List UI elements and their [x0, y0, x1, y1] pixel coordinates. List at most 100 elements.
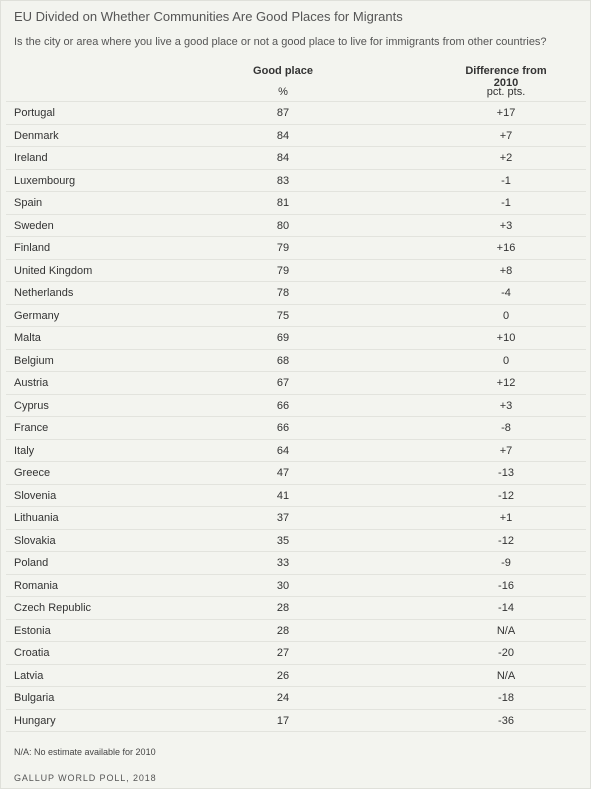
difference-value: -14	[498, 602, 514, 614]
table-row: Lithuania 37 +1	[6, 506, 586, 529]
table-row: Latvia 26 N/A	[6, 663, 586, 687]
table-body: Portugal 87 +17 Denmark 84 +7 Ireland 84 +2 Luxem…	[6, 101, 586, 731]
country-cell: Slovakia	[14, 534, 56, 547]
table-row: Portugal 87 +17	[6, 101, 586, 124]
country-cell: Portugal	[14, 107, 55, 119]
country-cell: Sweden	[14, 219, 54, 232]
country-cell: Romania	[14, 579, 59, 592]
table-row: Ireland 84 +2	[6, 146, 586, 169]
country-cell: Denmark	[14, 129, 59, 142]
difference-value: 0	[502, 354, 510, 367]
difference-value: +17	[496, 107, 516, 119]
difference-value: -13	[498, 467, 514, 479]
good-place-value: 75	[276, 309, 290, 322]
good-place-value: 80	[276, 219, 290, 232]
table-row: Hungary 17 -36	[6, 708, 586, 732]
table-row: France 66 -8	[6, 416, 586, 439]
good-place-value: 37	[276, 512, 290, 524]
country-cell: Ireland	[14, 152, 48, 164]
country-cell: Bulgaria	[14, 692, 55, 704]
good-place-value: 83	[276, 174, 290, 187]
chart-subtitle: Is the city or area where you live a goo…	[14, 36, 547, 48]
column-header-good-place: Good place	[253, 65, 313, 77]
difference-value: +8	[499, 264, 513, 277]
difference-value: -8	[501, 422, 511, 434]
difference-value: +7	[499, 444, 513, 457]
table-row: Croatia 27 -20	[6, 641, 586, 664]
country-cell: United Kingdom	[14, 264, 93, 277]
difference-value: -12	[498, 489, 514, 502]
good-place-value: 66	[276, 399, 290, 412]
difference-value: 0	[502, 309, 510, 322]
country-cell: Germany	[14, 309, 60, 322]
good-place-value: 87	[276, 107, 290, 119]
chart-title: EU Divided on Whether Communities Are Go…	[14, 9, 403, 24]
column-header-difference: Difference from 2010	[465, 65, 547, 89]
table-row: Czech Republic 28 -14	[6, 596, 586, 619]
table-row: Greece 47 -13	[6, 461, 586, 484]
good-place-value: 84	[276, 129, 290, 142]
table-row: Romania 30 -16	[6, 573, 586, 597]
good-place-value: 79	[276, 264, 290, 277]
table-row: Sweden 80 +3	[6, 213, 586, 237]
difference-value: +2	[499, 152, 513, 164]
difference-value: +12	[496, 377, 516, 389]
good-place-value: 17	[276, 714, 290, 727]
table-row: Slovenia 41 -12	[6, 483, 586, 507]
good-place-value: 68	[276, 354, 290, 367]
country-cell: Italy	[14, 444, 35, 457]
good-place-value: 28	[276, 624, 290, 637]
country-cell: Spain	[14, 197, 43, 209]
country-cell: Latvia	[14, 669, 44, 682]
good-place-value: 47	[276, 467, 290, 479]
good-place-value: 67	[276, 377, 290, 389]
table-row: Italy 64 +7	[6, 438, 586, 462]
country-cell: Cyprus	[14, 399, 49, 412]
good-place-value: 64	[276, 444, 290, 457]
table-row: Cyprus 66 +3	[6, 393, 586, 417]
table-row: Austria 67 +12	[6, 371, 586, 394]
difference-value: N/A	[496, 669, 516, 682]
difference-value: -1	[501, 174, 511, 187]
country-cell: Poland	[14, 557, 49, 569]
difference-value: +1	[499, 512, 513, 524]
good-place-value: 69	[276, 332, 290, 344]
difference-value: +3	[499, 399, 513, 412]
table-row: Germany 75 0	[6, 303, 586, 327]
country-cell: Hungary	[14, 714, 56, 727]
good-place-value: 26	[276, 669, 290, 682]
table-row: Netherlands 78 -4	[6, 281, 586, 304]
difference-value: +7	[499, 129, 513, 142]
country-cell: Netherlands	[14, 287, 74, 299]
difference-value: -36	[498, 714, 514, 727]
country-cell: Luxembourg	[14, 174, 76, 187]
column-unit-difference: pct. pts.	[486, 86, 526, 98]
table-row: Denmark 84 +7	[6, 123, 586, 147]
country-cell: Finland	[14, 242, 51, 254]
difference-value: +16	[496, 242, 516, 254]
table-row: Poland 33 -9	[6, 551, 586, 574]
footer-divider	[6, 731, 586, 732]
difference-value: -9	[501, 557, 511, 569]
good-place-value: 66	[276, 422, 290, 434]
difference-value: -20	[498, 647, 514, 659]
column-unit-good-place: %	[278, 86, 288, 98]
country-cell: Lithuania	[14, 512, 59, 524]
good-place-value: 28	[276, 602, 290, 614]
difference-value: -16	[498, 579, 514, 592]
table-row: Finland 79 +16	[6, 236, 586, 259]
difference-value: -1	[501, 197, 511, 209]
table-row: Bulgaria 24 -18	[6, 686, 586, 709]
good-place-value: 41	[276, 489, 290, 502]
table-row: Estonia 28 N/A	[6, 618, 586, 642]
country-cell: Slovenia	[14, 489, 57, 502]
table-row: Spain 81 -1	[6, 191, 586, 214]
good-place-value: 81	[276, 197, 290, 209]
country-cell: Malta	[14, 332, 41, 344]
good-place-value: 78	[276, 287, 290, 299]
country-cell: Czech Republic	[14, 602, 92, 614]
country-cell: Greece	[14, 467, 51, 479]
country-cell: France	[14, 422, 49, 434]
difference-value: -12	[498, 534, 514, 547]
good-place-value: 79	[276, 242, 290, 254]
